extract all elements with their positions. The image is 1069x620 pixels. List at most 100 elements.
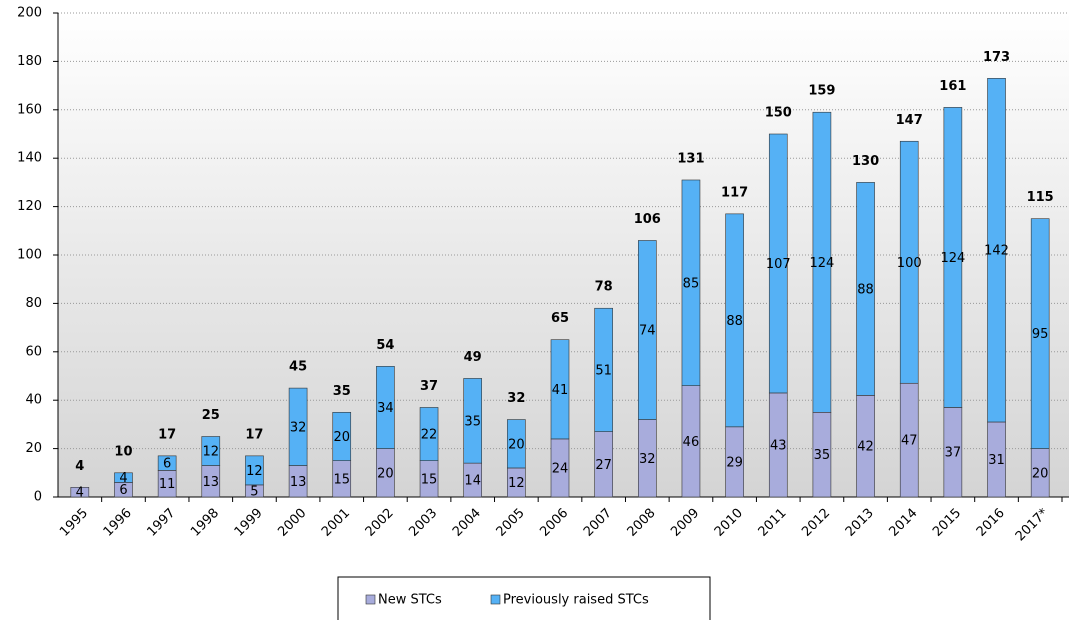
- data-label: 31: [988, 453, 1005, 468]
- bar-segment: [638, 240, 657, 420]
- bar-segment: [681, 179, 701, 386]
- legend-swatch: [490, 594, 501, 605]
- x-tick-label: 2004: [450, 506, 484, 540]
- bar-segment: [550, 339, 570, 440]
- legend-swatch: [365, 594, 376, 605]
- total-label: 78: [595, 280, 613, 295]
- data-label: 5: [250, 484, 258, 499]
- bar-segment: [943, 107, 963, 408]
- data-label: 6: [119, 483, 127, 498]
- data-label: 12: [203, 445, 220, 460]
- y-tick-label: 200: [17, 6, 42, 21]
- y-tick-label: 120: [17, 199, 42, 214]
- bar-segment: [332, 411, 352, 461]
- y-tick-label: 180: [17, 54, 42, 69]
- total-label: 25: [202, 408, 220, 423]
- total-label: 49: [464, 350, 482, 365]
- data-label: 88: [726, 314, 743, 329]
- total-label: 130: [852, 154, 879, 169]
- data-label: 11: [159, 477, 176, 492]
- y-tick-label: 100: [17, 248, 42, 263]
- bar-segment: [725, 213, 744, 428]
- bar-segment: [899, 140, 919, 384]
- x-tick-label: 2007: [581, 506, 615, 540]
- total-label: 54: [376, 338, 394, 353]
- data-label: 12: [246, 464, 263, 479]
- x-tick-label: 2016: [974, 506, 1008, 540]
- data-label: 32: [639, 452, 656, 467]
- data-label: 124: [809, 256, 834, 271]
- x-tick-label: 2003: [406, 506, 440, 540]
- data-label: 100: [897, 256, 922, 271]
- bar-segment: [157, 455, 177, 471]
- x-tick-label: 2008: [625, 506, 659, 540]
- total-label: 4: [75, 459, 84, 474]
- data-label: 34: [377, 401, 394, 416]
- bar-segment: [288, 387, 308, 466]
- bar-segment: [507, 419, 526, 469]
- data-label: 88: [857, 282, 874, 297]
- x-tick-label: 2006: [537, 506, 571, 540]
- total-label: 161: [939, 79, 966, 94]
- data-label: 20: [377, 466, 394, 481]
- total-label: 117: [721, 185, 748, 200]
- total-label: 147: [896, 113, 923, 128]
- x-tick-label: 1999: [232, 506, 266, 540]
- legend-label: Previously raised STCs: [503, 593, 649, 608]
- x-tick-label: 2012: [799, 506, 833, 540]
- data-label: 22: [421, 428, 438, 443]
- data-label: 32: [290, 420, 307, 435]
- data-label: 15: [333, 472, 350, 487]
- data-label: 142: [984, 244, 1009, 259]
- data-label: 51: [595, 363, 612, 378]
- bar-segment: [376, 366, 395, 449]
- total-label: 10: [114, 444, 132, 459]
- data-label: 43: [770, 438, 787, 453]
- bar-segment: [201, 436, 221, 466]
- legend-label: New STCs: [378, 593, 442, 608]
- x-tick-label: 2005: [494, 506, 528, 540]
- bar-segment: [419, 407, 439, 461]
- total-label: 115: [1027, 190, 1054, 205]
- data-label: 27: [595, 458, 612, 473]
- x-tick-label: 2002: [363, 506, 397, 540]
- data-label: 6: [163, 457, 171, 472]
- y-tick-label: 0: [34, 490, 42, 505]
- x-tick-label: 2017*: [1013, 505, 1052, 544]
- data-label: 12: [508, 476, 525, 491]
- bar-segment: [856, 182, 875, 396]
- bar-segment: [594, 307, 613, 432]
- data-label: 35: [464, 414, 481, 429]
- data-label: 20: [1032, 466, 1049, 481]
- x-tick-label: 2014: [887, 506, 921, 540]
- total-label: 173: [983, 50, 1010, 65]
- data-label: 4: [119, 471, 127, 486]
- data-label: 29: [726, 455, 743, 470]
- total-label: 17: [158, 427, 176, 442]
- total-label: 32: [507, 391, 525, 406]
- bar-segment: [768, 133, 788, 394]
- data-label: 13: [290, 475, 307, 490]
- data-label: 47: [901, 434, 918, 449]
- data-label: 20: [333, 430, 350, 445]
- data-label: 14: [464, 474, 481, 489]
- total-label: 45: [289, 360, 307, 375]
- x-tick-label: 1998: [188, 506, 222, 540]
- data-label: 20: [508, 437, 525, 452]
- legend: [337, 576, 711, 620]
- y-tick-label: 40: [25, 393, 42, 408]
- bar-segment: [987, 78, 1006, 423]
- x-tick-label: 1996: [101, 506, 135, 540]
- data-label: 13: [203, 475, 220, 490]
- data-label: 95: [1032, 327, 1049, 342]
- y-tick-label: 140: [17, 151, 42, 166]
- bar-segment: [245, 455, 264, 486]
- x-tick-label: 2011: [756, 506, 790, 540]
- data-label: 41: [552, 383, 569, 398]
- y-tick-label: 80: [25, 296, 42, 311]
- x-tick-label: 1997: [144, 506, 178, 540]
- data-label: 124: [940, 251, 965, 266]
- data-label: 4: [76, 486, 84, 501]
- bar-segment: [1030, 218, 1050, 449]
